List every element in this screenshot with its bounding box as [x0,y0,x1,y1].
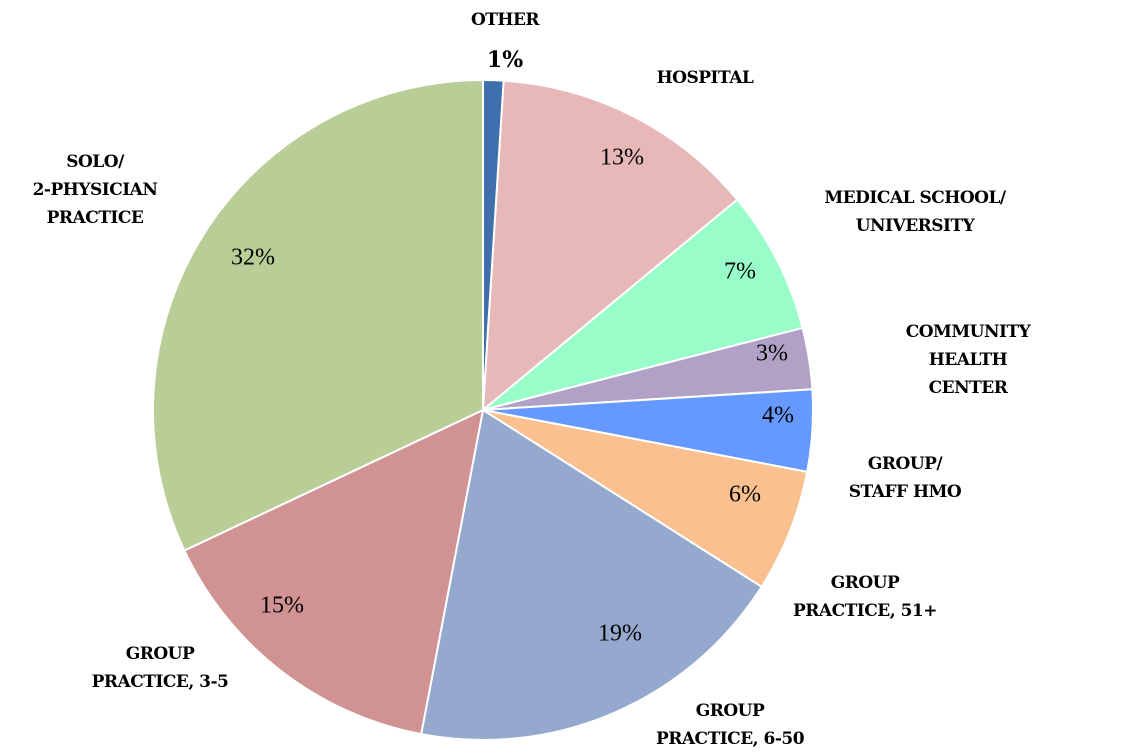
category-label: GROUP PRACTICE, 6-50 [655,701,805,749]
pie-slice [152,78,484,552]
value-label: 15% [260,592,304,619]
value-label: 1% [486,47,524,73]
value-label: 13% [600,144,644,171]
category-label: COMMUNITY HEALTH CENTER [905,322,1031,398]
category-label: HOSPITAL [656,68,754,88]
pie-slice [419,408,764,741]
category-label: GROUP PRACTICE, 51+ [793,573,937,621]
category-label: GROUP PRACTICE, 3-5 [91,644,229,692]
category-label: MEDICAL SCHOOL/ UNIVERSITY [824,188,1006,236]
value-label: 32% [231,244,275,271]
category-label: SOLO/ 2-PHYSICIAN PRACTICE [32,152,158,228]
value-label: 4% [762,402,794,429]
value-label: 6% [729,481,761,508]
category-label: OTHER [470,10,540,30]
value-label: 3% [756,340,788,367]
value-label: 19% [598,620,642,647]
pie-slice [482,409,809,589]
category-label: GROUP/ STAFF HMO [848,454,962,502]
value-label: 7% [724,258,756,285]
pie-slice [482,198,804,411]
pie-slice [183,408,485,736]
pie-slice [481,79,739,413]
